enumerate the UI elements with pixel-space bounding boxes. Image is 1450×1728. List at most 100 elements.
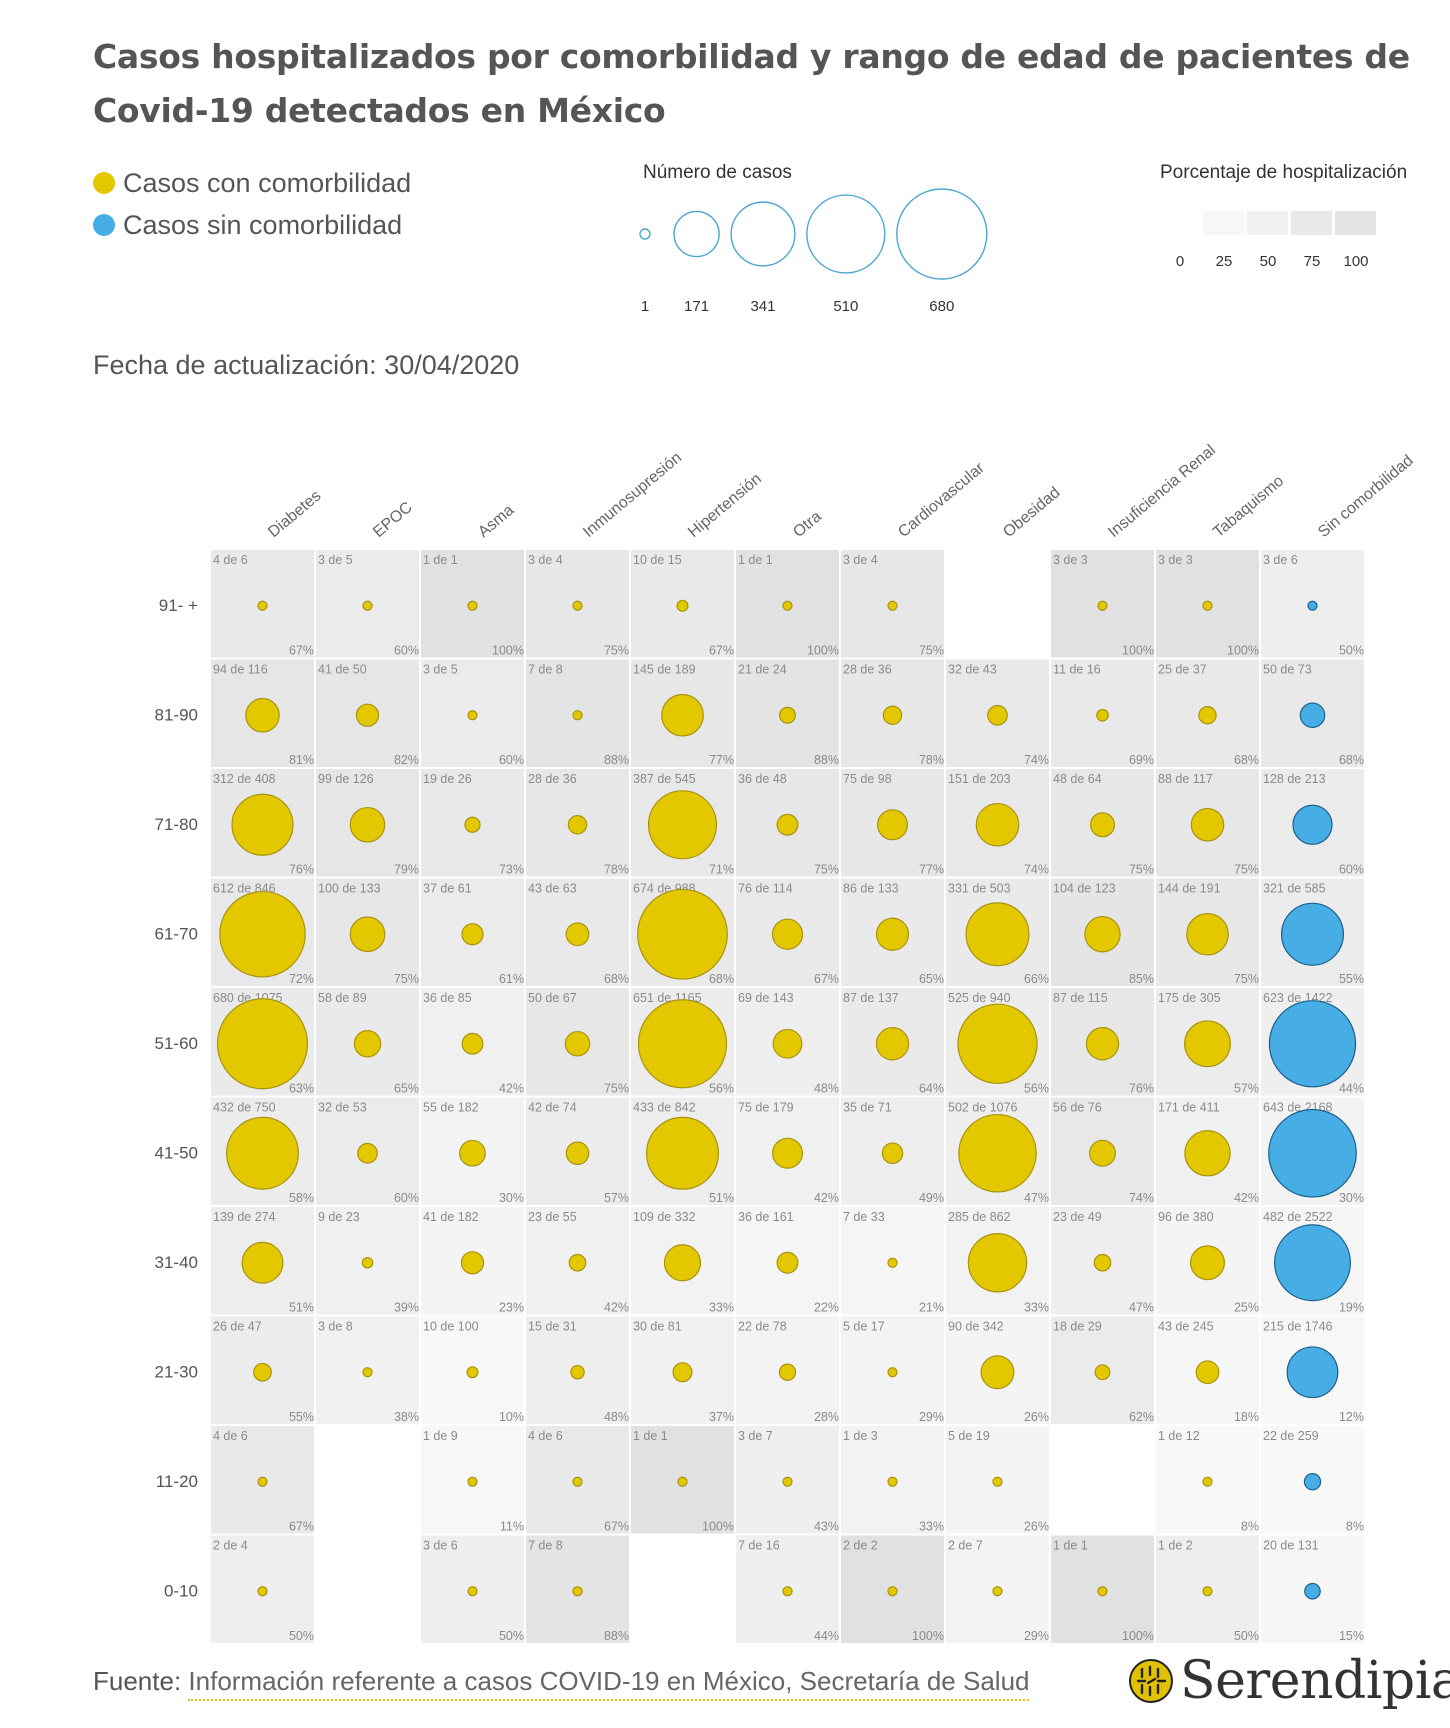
cell-percentage: 57% [1234,1082,1259,1096]
cell-count: 1 de 1 [423,553,458,567]
cell-percentage: 79% [394,863,419,877]
cell-percentage: 21% [919,1301,944,1315]
cell-percentage: 39% [394,1301,419,1315]
logo-mark-icon [1129,1659,1173,1703]
row-label: 71-80 [155,815,198,834]
yellow-bubble [461,923,484,946]
yellow-bubble [1195,1360,1220,1385]
yellow-bubble [771,1137,804,1169]
cell-count: 2 de 4 [213,1539,248,1553]
yellow-bubble [875,1027,910,1061]
yellow-bubble [672,1362,693,1383]
cell-percentage: 15% [1339,1629,1364,1643]
row-label: 11-20 [156,1472,198,1491]
yellow-bubble [782,1476,793,1487]
yellow-bubble [1202,1476,1213,1487]
cell-percentage: 49% [919,1191,944,1205]
yellow-bubble [362,600,373,611]
blue-bubble [1268,1108,1357,1198]
size-legend-circle [806,194,886,274]
row-label: 81-90 [155,705,198,724]
cell-count: 43 de 245 [1158,1320,1214,1334]
cell-count: 30 de 81 [633,1320,682,1334]
yellow-bubble [1089,812,1116,838]
size-legend-circle [730,201,796,267]
cell-percentage: 66% [1024,972,1049,986]
cell-percentage: 33% [919,1520,944,1534]
yellow-bubble [257,1586,268,1597]
size-legend-circle [673,210,720,258]
cell-percentage: 30% [499,1191,524,1205]
cell-percentage: 57% [604,1191,629,1205]
yellow-bubble [1198,706,1217,725]
cell-count: 7 de 33 [843,1210,885,1224]
yellow-bubble [887,1257,898,1268]
cell-count: 23 de 49 [1053,1210,1102,1224]
cell-count: 5 de 17 [843,1320,885,1334]
yellow-bubble [1184,1130,1231,1177]
cell-count: 1 de 1 [738,553,773,567]
yellow-bubble [572,710,583,721]
cell-count: 312 de 408 [213,772,276,786]
yellow-bubble [226,1116,299,1190]
cell-count: 2 de 2 [843,1539,878,1553]
yellow-bubble [241,1241,284,1284]
source-link[interactable]: Información referente a casos COVID-19 e… [188,1666,1030,1701]
cell-count: 76 de 114 [738,882,793,896]
cell-count: 7 de 8 [528,1539,563,1553]
cell-percentage: 25% [1234,1301,1259,1315]
cell-percentage: 65% [919,972,944,986]
cell-count: 28 de 36 [528,772,577,786]
cell-count: 4 de 6 [528,1429,563,1443]
cell-percentage: 78% [919,753,944,767]
yellow-bubble [778,706,797,724]
blue-bubble [1268,1000,1357,1088]
cell-percentage: 60% [1339,863,1364,877]
yellow-bubble [992,1586,1003,1597]
yellow-bubble [965,902,1030,967]
cell-count: 22 de 78 [738,1320,787,1334]
cell-count: 128 de 213 [1263,772,1326,786]
cell-percentage: 69% [1129,753,1154,767]
yellow-bubble [1189,1245,1226,1281]
yellow-bubble [980,1355,1015,1390]
cell-percentage: 100% [702,1520,734,1534]
size-legend: 1 171 341 510 680 [639,188,988,315]
cell-count: 94 de 116 [213,663,268,677]
cell-percentage: 100% [807,644,839,658]
size-legend-value: 171 [684,298,709,315]
yellow-bubble [361,1256,374,1269]
yellow-bubble [987,704,1008,726]
blue-bubble [1274,1224,1351,1302]
pct-legend-value: 25 [1216,253,1233,270]
column-label: Diabetes [265,487,324,541]
cell-count: 96 de 380 [1158,1210,1214,1224]
cell-count: 321 de 585 [1263,882,1326,896]
cell-count: 104 de 123 [1053,882,1116,896]
size-legend-title: Número de casos [643,162,792,183]
cell-percentage: 75% [394,972,419,986]
cell-count: 75 de 98 [843,772,892,786]
yellow-bubble [645,1116,720,1190]
cell-percentage: 67% [709,644,734,658]
yellow-bubble [782,1586,793,1597]
source-footer: Fuente: Información referente a casos CO… [93,1666,1030,1701]
cell-count: 22 de 259 [1263,1429,1319,1443]
size-legend-circle [896,188,988,280]
cell-percentage: 75% [604,644,629,658]
cell-percentage: 64% [919,1082,944,1096]
cell-percentage: 71% [709,863,734,877]
yellow-bubble [887,1367,898,1378]
cell-percentage: 55% [289,1410,314,1424]
yellow-bubble [875,917,910,951]
yellow-bubble [349,806,386,843]
cell-count: 482 de 2522 [1263,1210,1333,1224]
cell-count: 35 de 71 [843,1101,892,1115]
cell-percentage: 23% [499,1301,524,1315]
yellow-bubble [570,1364,585,1380]
cell-count: 99 de 126 [318,772,374,786]
cell-count: 3 de 8 [318,1320,353,1334]
cell-count: 3 de 5 [318,553,353,567]
cell-count: 3 de 3 [1158,553,1193,567]
column-label: Inmunosupresión [580,449,685,541]
